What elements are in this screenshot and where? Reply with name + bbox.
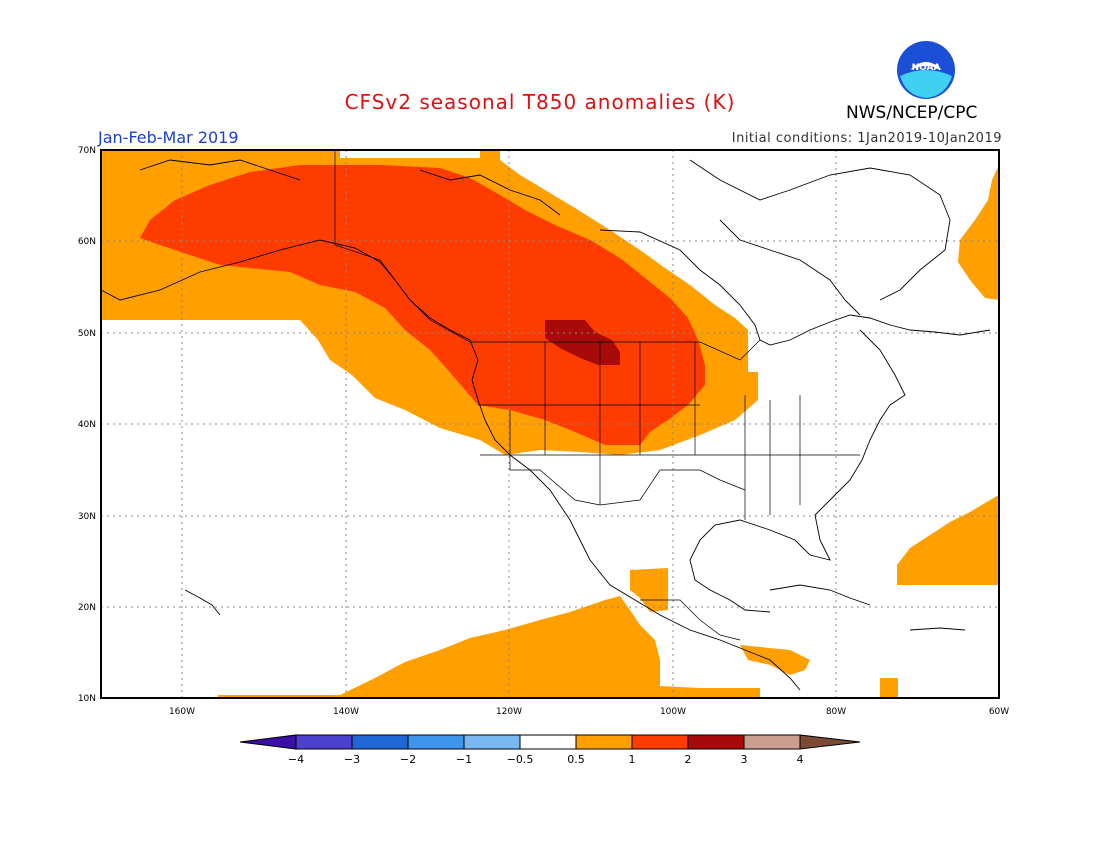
colorbar-label: −0.5 [507,753,534,766]
noaa-logo: NOAA [896,40,956,100]
anomaly-field [101,150,999,698]
anomaly-region-darkred [545,320,620,365]
graticule [101,150,999,698]
colorbar-swatch [351,734,409,750]
initial-conditions-label: Initial conditions: 1Jan2019-10Jan2019 [731,131,1002,146]
lat-label: 50N [78,329,96,339]
colorbar-label: 1 [629,753,636,766]
colorbar-swatch [631,734,689,750]
anomaly-region-orange-labrador [958,165,999,300]
longitude-labels: 160W 140W 120W 100W 80W 60W [169,707,1009,717]
lat-label: 70N [78,146,96,156]
lon-label: 100W [660,707,686,717]
colorbar-swatch-gt4 [799,734,861,750]
map-frame [100,149,1000,699]
anomaly-region-orange-atlantic [897,495,999,585]
colorbar-label: −1 [456,753,472,766]
latitude-labels: 70N 60N 50N 40N 30N 20N 10N [78,146,96,704]
colorbar-swatch [687,734,745,750]
anomaly-region-red [140,165,705,445]
colorbar-label: 4 [797,753,804,766]
colorbar [239,734,861,750]
colorbar-label: 2 [685,753,692,766]
colorbar-swatch [463,734,521,750]
lon-label: 60W [989,707,1009,717]
colorbar-swatch [295,734,353,750]
coastlines [101,159,991,691]
colorbar-label: −2 [400,753,416,766]
lat-label: 60N [78,237,96,247]
anomaly-region-orange-caribbean [880,678,898,698]
svg-text:NOAA: NOAA [912,63,941,73]
lon-label: 120W [496,707,522,717]
lat-label: 30N [78,512,96,522]
lat-label: 40N [78,420,96,430]
colorbar-labels: −4 −3 −2 −1 −0.5 0.5 1 2 3 4 [288,753,804,766]
colorbar-swatch [407,734,465,750]
colorbar-label: 0.5 [567,753,585,766]
season-label: Jan-Feb-Mar 2019 [98,128,239,147]
colorbar-label: 3 [741,753,748,766]
political-boundaries [334,150,860,641]
colorbar-swatch [743,734,801,750]
lat-label: 20N [78,603,96,613]
lon-label: 160W [169,707,195,717]
anomaly-region-orange-centralam [740,645,810,675]
colorbar-label: −3 [344,753,360,766]
colorbar-swatch [575,734,633,750]
colorbar-swatch-lt-neg4 [239,734,297,750]
colorbar-swatch [519,734,577,750]
organization-label: NWS/NCEP/CPC [846,103,978,123]
anomaly-region-orange-mexico [630,568,668,612]
lat-label: 10N [78,694,96,704]
lon-label: 140W [333,707,359,717]
colorbar-label: −4 [288,753,304,766]
lon-label: 80W [826,707,846,717]
chart-title: CFSv2 seasonal T850 anomalies (K) [344,90,736,114]
anomaly-region-orange-pacific [218,596,760,698]
